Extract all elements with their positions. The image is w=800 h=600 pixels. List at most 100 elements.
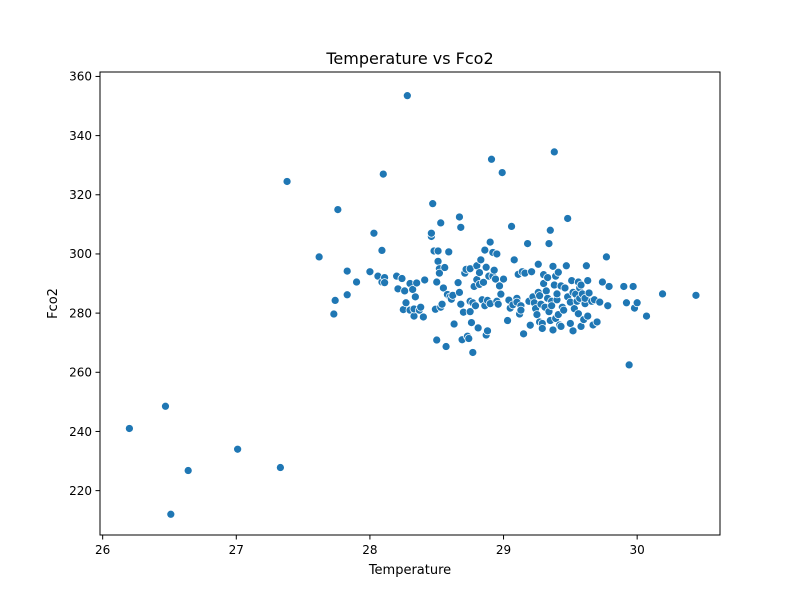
- data-point: [329, 309, 339, 319]
- data-point: [282, 177, 292, 186]
- data-point: [519, 329, 528, 339]
- data-point: [576, 280, 586, 290]
- data-point: [428, 199, 438, 209]
- y-tick-label: 300: [69, 247, 92, 261]
- data-point: [628, 282, 638, 291]
- y-axis-label: Fco2: [46, 288, 61, 319]
- data-point: [568, 326, 578, 336]
- data-point: [552, 289, 562, 299]
- data-point: [330, 296, 340, 305]
- data-point: [509, 255, 519, 265]
- y-tick-label: 360: [69, 70, 92, 84]
- data-point: [465, 307, 475, 317]
- data-point: [471, 301, 480, 311]
- data-point: [489, 265, 499, 275]
- data-point: [449, 319, 459, 329]
- data-point: [622, 298, 631, 308]
- data-point: [603, 301, 613, 311]
- data-point: [476, 255, 486, 265]
- data-point: [560, 283, 570, 293]
- data-point: [420, 275, 430, 285]
- data-point: [437, 299, 447, 309]
- data-point: [691, 290, 701, 300]
- data-point: [444, 247, 454, 257]
- y-tick-label: 340: [69, 129, 92, 143]
- data-point: [342, 266, 352, 276]
- data-point: [439, 283, 448, 293]
- data-point: [276, 463, 285, 472]
- data-point: [468, 348, 478, 357]
- data-point: [549, 147, 559, 157]
- data-point: [548, 325, 558, 335]
- data-point: [166, 509, 176, 519]
- data-point: [544, 239, 554, 248]
- data-point: [496, 289, 506, 299]
- data-point: [499, 274, 508, 284]
- data-point: [441, 342, 451, 351]
- data-point: [582, 261, 591, 271]
- data-point: [624, 360, 634, 370]
- data-point: [543, 273, 553, 282]
- data-point: [503, 316, 512, 325]
- data-point: [380, 278, 389, 288]
- data-point: [333, 205, 343, 214]
- data-point: [473, 323, 483, 333]
- data-point: [480, 245, 490, 255]
- data-point: [453, 278, 463, 288]
- data-point: [632, 298, 642, 308]
- data-point: [573, 309, 583, 319]
- data-point: [314, 252, 324, 262]
- data-point: [342, 290, 352, 300]
- data-point: [432, 335, 442, 345]
- y-tick-label: 240: [69, 425, 92, 439]
- data-point: [400, 286, 410, 296]
- data-point: [410, 292, 420, 302]
- data-point: [584, 288, 594, 298]
- data-point: [516, 305, 526, 315]
- data-point: [432, 277, 442, 287]
- data-point: [523, 239, 532, 248]
- data-point: [483, 326, 492, 336]
- data-point: [377, 246, 387, 255]
- data-point: [604, 282, 614, 291]
- data-point: [402, 91, 412, 101]
- y-tick-label: 280: [69, 306, 92, 320]
- x-tick-label: 29: [496, 543, 511, 557]
- data-point: [548, 261, 558, 271]
- data-point: [495, 281, 504, 291]
- data-point: [492, 249, 502, 259]
- data-point: [493, 299, 503, 309]
- x-tick-label: 28: [362, 543, 377, 557]
- data-point: [559, 305, 569, 315]
- data-point: [545, 225, 555, 235]
- data-point: [433, 256, 443, 266]
- data-point: [525, 320, 535, 330]
- data-point: [487, 154, 496, 164]
- data-point: [455, 212, 464, 222]
- data-point: [440, 263, 450, 272]
- data-point: [435, 268, 444, 278]
- data-point: [479, 277, 488, 287]
- data-point: [365, 267, 375, 277]
- data-point: [418, 312, 428, 322]
- data-point: [233, 444, 243, 454]
- data-point: [547, 301, 557, 311]
- x-axis-label: Temperature: [368, 563, 451, 578]
- data-point: [507, 222, 516, 231]
- data-point: [561, 261, 571, 271]
- data-point: [533, 259, 543, 269]
- plot-frame: [99, 71, 721, 536]
- y-tick-label: 260: [69, 366, 92, 380]
- data-point: [565, 319, 575, 328]
- data-point: [352, 277, 361, 287]
- data-point: [598, 277, 607, 287]
- data-point: [497, 168, 507, 177]
- data-point: [475, 268, 484, 277]
- y-tick-label: 320: [69, 188, 92, 202]
- chart-title: Temperature vs Fco2: [325, 49, 493, 68]
- data-point: [602, 252, 611, 262]
- data-point: [642, 311, 651, 321]
- data-point: [161, 401, 170, 411]
- data-point: [397, 274, 407, 283]
